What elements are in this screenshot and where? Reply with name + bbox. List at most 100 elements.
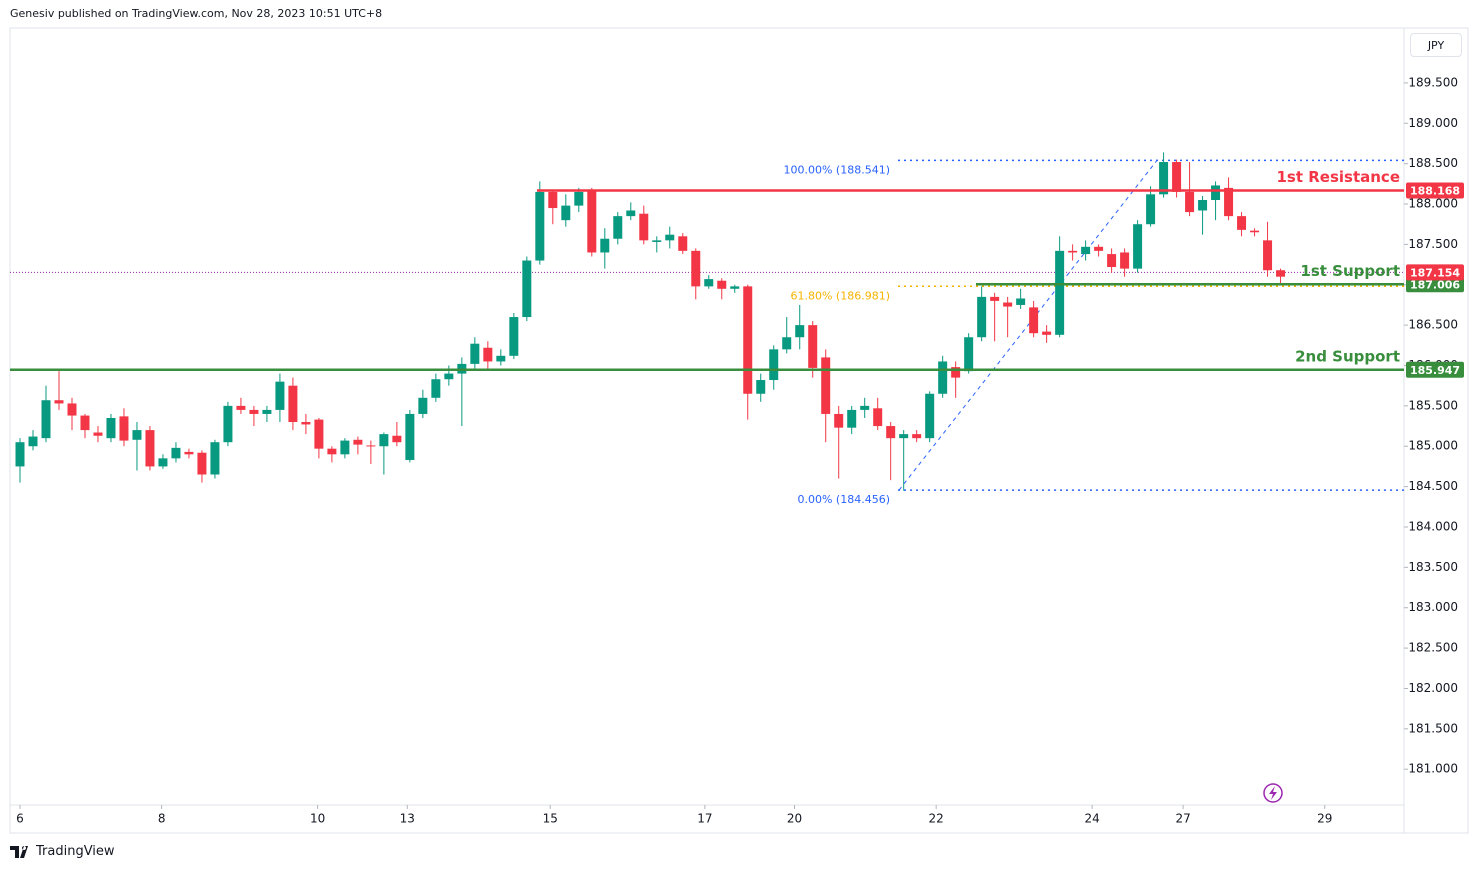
- candle: [834, 405, 844, 479]
- candle: [1055, 236, 1065, 338]
- candle-body: [704, 279, 714, 287]
- candle: [808, 321, 818, 378]
- candle-body: [431, 379, 441, 398]
- candle: [1250, 228, 1260, 237]
- candle: [197, 450, 207, 483]
- y-tick-label: 189.000: [1408, 116, 1458, 130]
- candle: [795, 304, 805, 350]
- candle-body: [743, 286, 753, 394]
- candle: [132, 422, 142, 471]
- price-tag-label: 187.154: [1410, 266, 1460, 279]
- candle-body: [1185, 191, 1195, 213]
- candle-body: [93, 432, 103, 436]
- candle: [418, 389, 428, 418]
- fib-retracement: 100.00% (188.541) 61.80% (186.981) 0.00% (…: [783, 159, 1404, 506]
- candle-body: [1172, 162, 1182, 192]
- fib-label: 0.00% (184.456): [797, 493, 890, 506]
- candle-body: [1250, 230, 1260, 233]
- candle: [561, 194, 571, 227]
- y-tick-label: 184.500: [1408, 479, 1458, 493]
- candle: [1276, 268, 1286, 284]
- candle: [977, 286, 987, 342]
- candle-body: [15, 442, 25, 467]
- candle: [301, 413, 311, 435]
- candle-body: [912, 434, 922, 439]
- candle-body: [665, 234, 675, 241]
- x-tick-label: 15: [543, 812, 558, 826]
- candle: [990, 292, 1000, 342]
- candle: [210, 439, 220, 479]
- candle: [353, 436, 363, 455]
- candle-body: [158, 458, 168, 467]
- candle-body: [561, 205, 571, 221]
- candle: [951, 361, 961, 398]
- candle: [340, 438, 350, 459]
- candle-body: [834, 413, 844, 428]
- candle-body: [288, 385, 298, 423]
- candle: [899, 430, 909, 491]
- flash-icon[interactable]: [1263, 783, 1283, 803]
- candle: [886, 422, 896, 481]
- candle-body: [1263, 240, 1273, 271]
- candle: [41, 385, 51, 443]
- candle-body: [353, 439, 363, 445]
- brand-name: TradingView: [36, 844, 115, 859]
- candle: [1211, 181, 1221, 221]
- currency-button[interactable]: JPY: [1410, 33, 1462, 57]
- level-label: 2nd Support: [1295, 347, 1400, 365]
- candle: [249, 405, 259, 427]
- candle: [652, 236, 662, 253]
- price-tag: [1406, 361, 1464, 378]
- candle-body: [1237, 216, 1247, 230]
- candle-body: [314, 419, 324, 449]
- candle: [405, 409, 415, 463]
- candle-body: [678, 236, 688, 251]
- candle: [483, 341, 493, 370]
- candle: [1172, 159, 1182, 198]
- y-tick-label: 183.500: [1408, 560, 1458, 574]
- y-tick-label: 182.000: [1408, 681, 1458, 695]
- candle-body: [782, 337, 792, 350]
- candle: [67, 397, 77, 431]
- price-tag-label: 185.947: [1410, 364, 1460, 377]
- candle: [314, 417, 324, 459]
- candle-body: [132, 430, 142, 440]
- candle-body: [691, 250, 701, 287]
- candle: [912, 430, 922, 443]
- candle-body: [1029, 307, 1039, 334]
- candle: [28, 430, 38, 451]
- candle-body: [808, 325, 818, 368]
- price-tag-label: 187.006: [1410, 278, 1460, 291]
- candle-body: [1211, 185, 1221, 200]
- candle: [925, 391, 935, 443]
- candle-body: [223, 405, 233, 443]
- candle-body: [262, 409, 272, 414]
- candle-body: [756, 380, 766, 394]
- x-tick-label: 29: [1317, 812, 1332, 826]
- candle-body: [509, 317, 519, 356]
- y-tick-label: 185.500: [1408, 398, 1458, 412]
- candle: [639, 205, 649, 245]
- candle-body: [1198, 199, 1208, 211]
- candle: [1107, 248, 1117, 273]
- candle-body: [535, 191, 545, 261]
- candle: [769, 345, 779, 390]
- candle-body: [1016, 298, 1026, 305]
- candle-body: [899, 434, 909, 439]
- candle: [743, 284, 753, 420]
- y-tick-label: 183.000: [1408, 600, 1458, 614]
- candle: [119, 408, 129, 447]
- candle: [626, 202, 636, 221]
- candle-body: [1042, 331, 1052, 335]
- brand-logo: [10, 845, 28, 858]
- candle-body: [340, 440, 350, 455]
- candle: [691, 248, 701, 300]
- x-tick-label: 8: [158, 812, 166, 826]
- candle-body: [990, 296, 1000, 301]
- candle: [457, 357, 467, 427]
- candle: [509, 313, 519, 360]
- level-label: 1st Resistance: [1276, 168, 1400, 186]
- candle-body: [275, 381, 285, 410]
- candle-body: [600, 238, 610, 253]
